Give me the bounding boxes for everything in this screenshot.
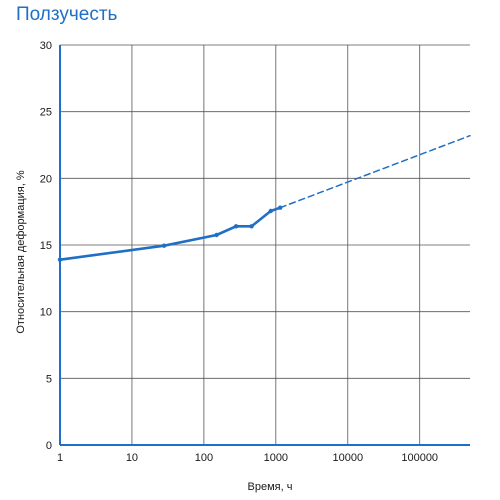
data-point: [277, 205, 283, 210]
x-tick-label: 10: [126, 452, 138, 464]
series: [58, 134, 471, 261]
x-tick-label: 100: [195, 452, 213, 464]
extrapolation-line: [279, 134, 471, 209]
data-point: [268, 208, 273, 214]
data-point: [233, 224, 239, 229]
y-tick-label: 0: [46, 440, 52, 452]
axes: [59, 45, 470, 446]
measured-line: [58, 206, 282, 261]
y-axis-label: Относительная деформация, %: [15, 170, 27, 333]
data-points: [57, 205, 283, 262]
data-point: [249, 224, 254, 229]
y-tick-labels: 0 5 10 15 20 25 30: [40, 40, 52, 452]
x-tick-labels: 1 10 100 1000 10000 100000: [57, 452, 438, 464]
data-point: [214, 232, 219, 238]
data-point: [161, 243, 167, 248]
x-tick-label: 10000: [332, 452, 363, 464]
y-tick-label: 30: [40, 40, 52, 52]
x-tick-label: 1000: [264, 452, 288, 464]
y-tick-label: 15: [40, 240, 52, 252]
x-tick-label: 1: [57, 452, 63, 464]
y-tick-label: 10: [40, 307, 52, 319]
x-axis-label: Время, ч: [248, 481, 293, 493]
data-point: [57, 257, 63, 262]
y-tick-label: 25: [40, 107, 52, 119]
y-tick-label: 5: [46, 373, 52, 385]
grid: [60, 44, 470, 445]
x-tick-label: 100000: [401, 452, 438, 464]
y-tick-label: 20: [40, 173, 52, 185]
chart-title: Ползучесть: [16, 4, 118, 25]
